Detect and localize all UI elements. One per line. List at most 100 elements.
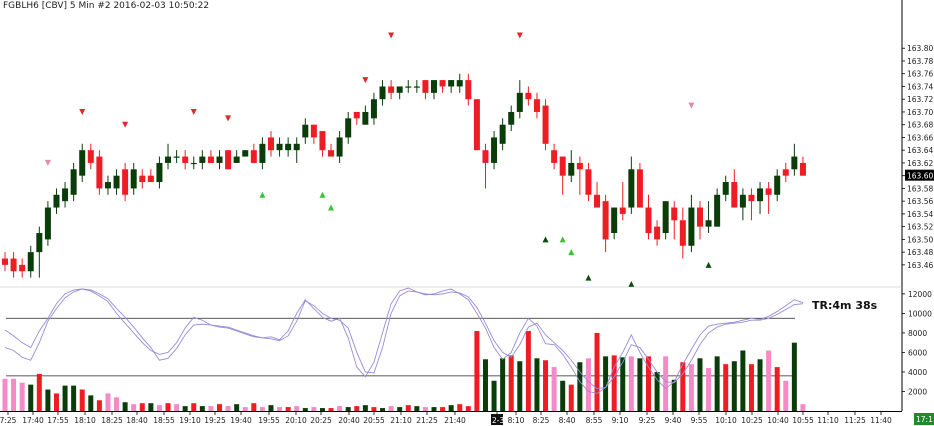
candle-body: [370, 99, 377, 119]
volume-bar: [663, 356, 669, 411]
volume-bar: [199, 406, 205, 411]
volume-y-tick-label: 6000: [908, 348, 927, 357]
candle: [165, 143, 172, 170]
x-axis-tick-label: 19:25: [204, 416, 226, 425]
candle-body: [671, 207, 678, 221]
candle: [113, 169, 120, 195]
sell-marker-triangle: [225, 115, 232, 122]
x-axis-tick-label: 8:55: [586, 416, 603, 425]
candle-body: [79, 150, 86, 176]
candle-body: [336, 137, 343, 157]
candle: [216, 150, 223, 170]
chart-title: FGBLH6 [CBV] 5 Min #2 2016-02-03 10:50:2…: [3, 1, 209, 11]
volume-bar: [603, 356, 609, 411]
candle: [602, 194, 609, 253]
candle: [671, 201, 678, 240]
x-axis-tick-label: 9:55: [691, 416, 708, 425]
candle: [362, 105, 369, 125]
candle: [250, 143, 257, 163]
candle-body: [353, 111, 360, 119]
volume-bar: [585, 358, 591, 411]
volume-bar: [757, 359, 763, 411]
candle: [27, 245, 34, 278]
candle-body: [362, 111, 369, 125]
volume-y-tick-label: 12000: [908, 290, 932, 299]
volume-bar: [311, 407, 317, 411]
sell-marker-triangle: [44, 159, 51, 166]
volume-bar: [577, 362, 583, 411]
volume-bar: [791, 342, 797, 411]
candle: [2, 252, 8, 272]
candle: [551, 143, 558, 170]
candle: [302, 118, 309, 144]
volume-bar: [500, 358, 506, 411]
candle-body: [705, 220, 712, 227]
volume-bar: [285, 407, 291, 411]
candle-body: [53, 194, 60, 208]
candle-body: [568, 162, 575, 176]
candle: [405, 80, 412, 93]
candle-body: [104, 182, 111, 189]
candle: [482, 143, 489, 189]
candle-body: [491, 137, 498, 163]
x-axis-tick-label: 19:55: [258, 416, 280, 425]
volume-bar: [534, 358, 540, 411]
current-price-label: 163.60: [907, 172, 933, 181]
buy-marker-triangle: [568, 249, 575, 256]
candle-body: [611, 207, 618, 234]
price-y-tick-label: 163.46: [907, 261, 933, 270]
candle: [285, 137, 292, 157]
volume-bar: [371, 407, 377, 411]
candle: [722, 175, 729, 202]
price-y-tick-label: 163.80: [907, 44, 933, 53]
x-axis-tick-label: 20:40: [338, 416, 360, 425]
sell-marker-triangle: [516, 32, 523, 39]
candle-body: [499, 124, 506, 144]
candle-body: [636, 169, 643, 208]
candle-body: [662, 201, 669, 234]
candle: [688, 194, 695, 253]
candle: [370, 92, 377, 125]
candle-body: [645, 207, 652, 234]
candle-body: [156, 162, 163, 183]
candle: [508, 105, 515, 132]
volume-bar: [405, 405, 411, 411]
volume-bar: [148, 403, 154, 411]
candle: [636, 162, 643, 208]
candle: [267, 131, 274, 157]
candle-body: [731, 182, 738, 208]
price-y-tick-label: 163.62: [907, 159, 933, 168]
candle-body: [19, 264, 26, 272]
candle: [413, 80, 420, 93]
volume-bar: [714, 356, 720, 411]
candle: [456, 73, 463, 93]
candle: [242, 150, 249, 157]
candle-body: [396, 86, 403, 93]
candle-body: [379, 86, 386, 100]
candle: [782, 162, 789, 183]
candle-body: [44, 207, 51, 240]
volume-bar: [62, 385, 68, 411]
candle: [748, 188, 755, 221]
candle: [319, 131, 326, 157]
candle: [353, 111, 360, 125]
volume-bar: [388, 406, 394, 411]
price-y-tick-label: 163.78: [907, 57, 933, 66]
date-marker-label: 2-3: [492, 416, 504, 425]
time-x-axis: 7:25 17:40 17:55 18:10 18:25 18:40 18:55 19:10 1…: [0, 411, 934, 425]
candle-body: [516, 92, 523, 112]
candle: [705, 201, 712, 234]
volume-bar: [79, 389, 85, 411]
candle-body: [276, 143, 283, 151]
candle-body: [439, 80, 446, 87]
price-y-tick-label: 163.48: [907, 248, 933, 257]
volume-bar: [28, 384, 34, 411]
x-axis-tick-label: 20:10: [285, 416, 307, 425]
candle: [439, 80, 446, 93]
x-axis-tick-label: 11:10: [817, 416, 839, 425]
price-y-tick-label: 163.64: [907, 146, 933, 155]
candle: [585, 162, 592, 202]
candle-body: [533, 99, 540, 112]
candle-body: [207, 156, 214, 163]
candle-body: [559, 156, 566, 176]
